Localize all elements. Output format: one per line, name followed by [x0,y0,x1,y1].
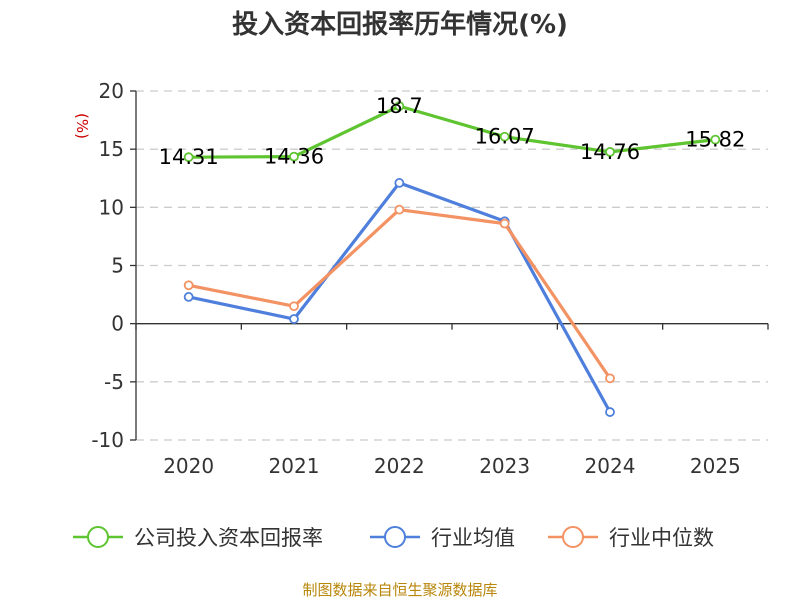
legend-marker [563,527,583,547]
legend-item: 行业均值 [370,526,515,550]
y-tick-label: 20 [99,79,124,103]
y-tick-label: 0 [111,312,124,336]
data-label: 16.07 [475,125,535,149]
legend-item: 行业中位数 [548,526,714,550]
legend-label: 公司投入资本回报率 [134,526,323,550]
data-point [395,206,403,214]
data-label: 14.76 [580,140,640,164]
data-point [290,315,298,323]
data-label: 14.36 [264,145,324,169]
legend-marker [385,527,405,547]
data-point [290,302,298,310]
data-point [185,281,193,289]
y-tick-label: -10 [91,428,124,452]
legend-marker [88,527,108,547]
series-2 [185,206,614,383]
axes: 20 15 10 5 0 -5 -10 2020 2021 2022 2023 2024 2025 [91,79,768,478]
data-point [606,408,614,416]
x-tick-label: 2023 [479,454,530,478]
legend-item: 公司投入资本回报率 [73,526,323,550]
legend-label: 行业均值 [431,526,515,550]
source-note: 制图数据来自恒生聚源数据库 [302,581,497,599]
data-point [606,374,614,382]
x-tick-label: 2020 [163,454,214,478]
y-tick-label: 5 [111,254,124,278]
y-axis-unit: (%) [73,113,91,139]
x-tick-label: 2024 [585,454,636,478]
data-point [185,293,193,301]
y-tick-label: -5 [104,370,124,394]
y-tick-label: 10 [99,195,124,219]
legend-label: 行业中位数 [609,526,714,550]
data-point [395,179,403,187]
x-tick-label: 2025 [690,454,741,478]
data-point [501,220,509,228]
legend: 公司投入资本回报率 行业均值 行业中位数 [73,526,714,550]
y-tick-label: 15 [99,137,124,161]
data-label: 18.7 [376,94,423,118]
data-label: 14.31 [159,145,219,169]
data-label: 15.82 [685,128,745,152]
chart-title: 投入资本回报率历年情况(%) [232,9,568,40]
x-tick-label: 2021 [269,454,320,478]
series-line [189,210,610,379]
x-tick-label: 2022 [374,454,425,478]
